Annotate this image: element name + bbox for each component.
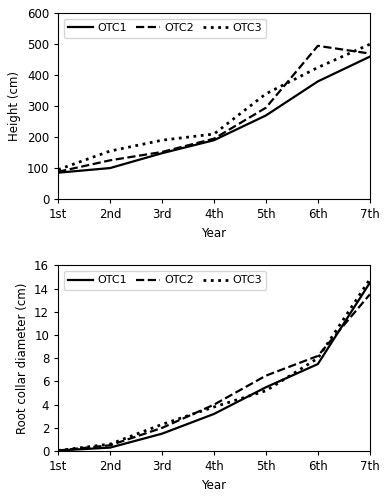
- Line: OTC3: OTC3: [58, 280, 370, 450]
- Line: OTC1: OTC1: [58, 283, 370, 450]
- OTC1: [263, 112, 268, 118]
- OTC2: [211, 136, 216, 141]
- Line: OTC3: OTC3: [58, 44, 370, 170]
- OTC2: [56, 169, 61, 175]
- X-axis label: Year: Year: [201, 478, 227, 492]
- Line: OTC1: OTC1: [58, 56, 370, 172]
- Y-axis label: Height (cm): Height (cm): [8, 71, 21, 141]
- OTC2: [108, 442, 113, 448]
- OTC3: [56, 448, 61, 454]
- OTC2: [160, 149, 165, 155]
- OTC2: [315, 353, 320, 359]
- OTC3: [160, 422, 165, 428]
- OTC1: [211, 137, 216, 143]
- OTC3: [108, 441, 113, 447]
- OTC1: [56, 170, 61, 175]
- OTC1: [56, 448, 61, 454]
- OTC3: [263, 91, 268, 97]
- OTC2: [367, 292, 372, 298]
- OTC3: [160, 137, 165, 143]
- OTC3: [56, 166, 61, 172]
- OTC3: [367, 42, 372, 48]
- Legend: OTC1, OTC2, OTC3: OTC1, OTC2, OTC3: [64, 271, 266, 290]
- Line: OTC2: OTC2: [58, 294, 370, 450]
- OTC1: [367, 54, 372, 60]
- OTC2: [56, 448, 61, 454]
- OTC2: [211, 402, 216, 407]
- OTC2: [108, 158, 113, 164]
- Legend: OTC1, OTC2, OTC3: OTC1, OTC2, OTC3: [64, 19, 266, 38]
- OTC3: [367, 276, 372, 282]
- OTC2: [263, 104, 268, 110]
- OTC3: [211, 404, 216, 410]
- OTC1: [108, 165, 113, 171]
- OTC3: [263, 388, 268, 394]
- OTC3: [108, 148, 113, 154]
- OTC1: [315, 361, 320, 367]
- OTC2: [263, 372, 268, 378]
- OTC2: [367, 50, 372, 56]
- OTC3: [315, 64, 320, 70]
- OTC1: [211, 411, 216, 417]
- Line: OTC2: OTC2: [58, 46, 370, 172]
- OTC1: [108, 444, 113, 450]
- OTC1: [263, 384, 268, 390]
- OTC3: [315, 355, 320, 361]
- OTC2: [160, 425, 165, 431]
- OTC1: [160, 430, 165, 436]
- OTC3: [211, 131, 216, 137]
- OTC1: [160, 150, 165, 156]
- X-axis label: Year: Year: [201, 226, 227, 239]
- OTC2: [315, 43, 320, 49]
- OTC1: [315, 78, 320, 84]
- OTC1: [367, 280, 372, 286]
- Y-axis label: Root collar diameter (cm): Root collar diameter (cm): [16, 282, 29, 434]
